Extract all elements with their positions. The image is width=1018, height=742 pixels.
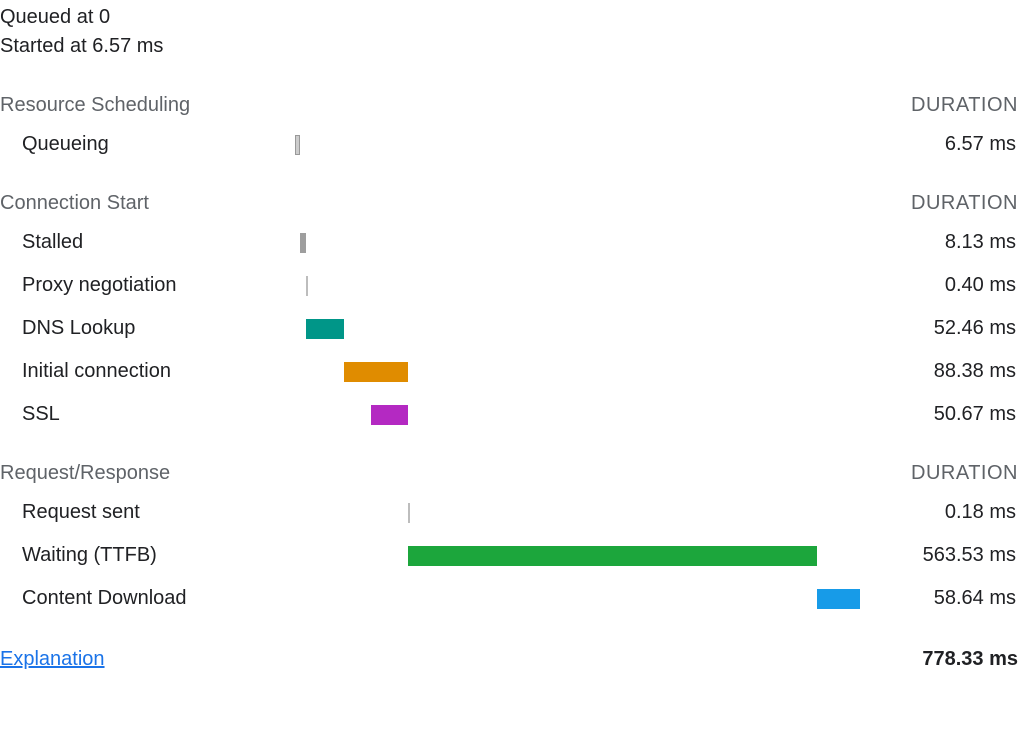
- timing-bar-area: [295, 588, 860, 610]
- timing-bar-area: [295, 502, 860, 524]
- explanation-link[interactable]: Explanation: [0, 648, 105, 671]
- timing-row: Content Download 58.64 ms: [0, 577, 1018, 620]
- timing-row-value: 50.67 ms: [860, 403, 1018, 426]
- timing-row: DNS Lookup 52.46 ms: [0, 307, 1018, 350]
- timing-row-value: 52.46 ms: [860, 317, 1018, 340]
- timing-row-label: Queueing: [0, 133, 295, 156]
- timing-row-value: 6.57 ms: [860, 133, 1018, 156]
- timing-bar: [306, 319, 344, 339]
- timing-row-label: Waiting (TTFB): [0, 544, 295, 567]
- timing-bar-area: [295, 404, 860, 426]
- timing-row: Stalled 8.13 ms: [0, 221, 1018, 264]
- timing-bar-area: [295, 134, 860, 156]
- timing-row-value: 8.13 ms: [860, 231, 1018, 254]
- timing-bar: [344, 362, 408, 382]
- timing-panel: Queued at 0 Started at 6.57 ms Resource …: [0, 0, 1018, 671]
- timing-row-label: DNS Lookup: [0, 317, 295, 340]
- timing-bar-area: [295, 361, 860, 383]
- timing-bar: [295, 135, 300, 155]
- timing-footer: Explanation 778.33 ms: [0, 648, 1018, 671]
- timing-section: Connection Start DURATION Stalled 8.13 ms Pr…: [0, 190, 1018, 436]
- timing-row-value: 58.64 ms: [860, 587, 1018, 610]
- timing-bar: [371, 405, 408, 425]
- timing-bar: [408, 546, 817, 566]
- total-duration: 778.33 ms: [922, 648, 1018, 671]
- section-title: Connection Start: [0, 192, 149, 215]
- started-at-line: Started at 6.57 ms: [0, 35, 1018, 64]
- timing-row-value: 563.53 ms: [860, 544, 1018, 567]
- timing-section: Resource Scheduling DURATION Queueing 6.57 …: [0, 92, 1018, 166]
- timing-row: Request sent 0.18 ms: [0, 491, 1018, 534]
- section-header: Request/Response DURATION: [0, 460, 1018, 491]
- timing-bar: [408, 503, 410, 523]
- timing-bar-area: [295, 232, 860, 254]
- timing-bar-area: [295, 318, 860, 340]
- timing-row-label: Initial connection: [0, 360, 295, 383]
- timing-bar-area: [295, 275, 860, 297]
- section-header: Connection Start DURATION: [0, 190, 1018, 221]
- timing-row-label: Proxy negotiation: [0, 274, 295, 297]
- section-title: Request/Response: [0, 462, 170, 485]
- timing-bar: [306, 276, 308, 296]
- timing-row: SSL 50.67 ms: [0, 393, 1018, 436]
- timing-row-label: Request sent: [0, 501, 295, 524]
- timing-row-label: SSL: [0, 403, 295, 426]
- timing-row: Waiting (TTFB) 563.53 ms: [0, 534, 1018, 577]
- timing-row-label: Stalled: [0, 231, 295, 254]
- section-header: Resource Scheduling DURATION: [0, 92, 1018, 123]
- section-title: Resource Scheduling: [0, 94, 190, 117]
- duration-header: DURATION: [911, 94, 1018, 117]
- timing-bar-area: [295, 545, 860, 567]
- timing-row-label: Content Download: [0, 587, 295, 610]
- timing-row: Queueing 6.57 ms: [0, 123, 1018, 166]
- timing-section: Request/Response DURATION Request sent 0.18…: [0, 460, 1018, 620]
- timing-sections: Resource Scheduling DURATION Queueing 6.57 …: [0, 92, 1018, 620]
- timing-row: Proxy negotiation 0.40 ms: [0, 264, 1018, 307]
- duration-header: DURATION: [911, 192, 1018, 215]
- queued-at-line: Queued at 0: [0, 6, 1018, 35]
- timing-bar: [817, 589, 860, 609]
- timing-bar: [300, 233, 306, 253]
- duration-header: DURATION: [911, 462, 1018, 485]
- timing-row-value: 0.18 ms: [860, 501, 1018, 524]
- timing-row-value: 0.40 ms: [860, 274, 1018, 297]
- timing-row-value: 88.38 ms: [860, 360, 1018, 383]
- timing-row: Initial connection 88.38 ms: [0, 350, 1018, 393]
